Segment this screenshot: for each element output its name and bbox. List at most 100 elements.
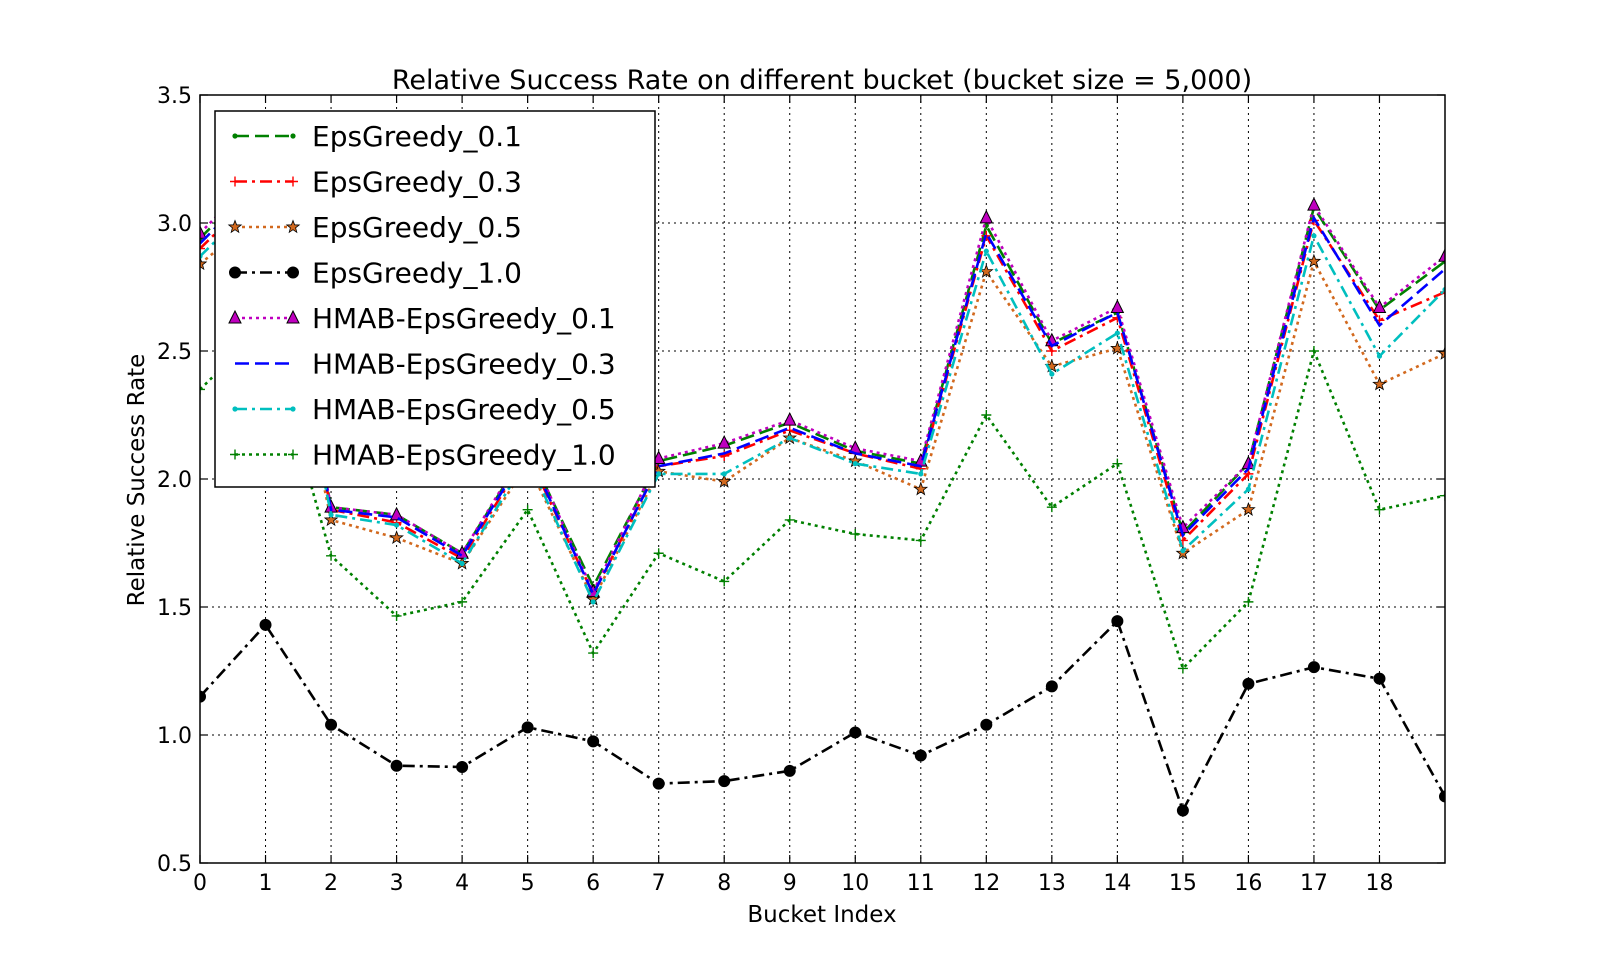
x-tick-label: 2 (324, 871, 338, 896)
data-point (1177, 663, 1188, 674)
data-point (325, 718, 338, 731)
legend-item: HMAB-EpsGreedy_0.1 (228, 302, 616, 335)
data-point (389, 530, 404, 545)
data-point (1241, 502, 1256, 516)
data-point (719, 576, 730, 587)
y-tick-label: 3.5 (157, 84, 192, 109)
data-point (1376, 353, 1383, 359)
legend-item: EpsGreedy_0.3 (230, 166, 522, 199)
data-point (1045, 680, 1058, 693)
data-point (1439, 790, 1445, 803)
y-axis-label: Relative Success Rate (124, 354, 150, 607)
legend-item: HMAB-EpsGreedy_0.5 (232, 393, 616, 426)
data-point (1111, 615, 1124, 628)
data-point (200, 256, 208, 271)
legend-marker (290, 133, 296, 139)
x-tick-label: 10 (841, 871, 869, 896)
legend-marker (229, 266, 241, 279)
legend-item: EpsGreedy_0.5 (227, 211, 522, 244)
series-layer (200, 158, 1445, 817)
legend-label: EpsGreedy_0.5 (312, 211, 522, 244)
data-point (652, 777, 665, 790)
data-point (590, 599, 596, 605)
data-point (1438, 248, 1445, 262)
y-tick-label: 1.5 (157, 596, 192, 621)
x-tick-label: 16 (1234, 871, 1262, 896)
data-point (1046, 502, 1057, 513)
data-point (459, 560, 465, 567)
legend-label: EpsGreedy_1.0 (312, 257, 522, 290)
data-point (200, 225, 207, 239)
data-point (849, 726, 862, 739)
series-line (200, 164, 1445, 595)
x-tick-label: 7 (652, 871, 666, 896)
x-tick-label: 18 (1365, 871, 1393, 896)
data-point (915, 535, 926, 546)
data-point (717, 435, 732, 449)
data-point (200, 243, 205, 254)
data-point (323, 512, 339, 527)
data-point (326, 550, 337, 561)
series-HMAB-EpsGreedy_0.5 (200, 189, 1445, 605)
data-point (1311, 233, 1317, 239)
data-point (1114, 330, 1120, 336)
data-point (716, 473, 732, 488)
data-point (1307, 661, 1320, 674)
data-point (588, 648, 599, 659)
legend-marker (232, 406, 238, 412)
data-point (850, 529, 861, 540)
x-tick-label: 4 (455, 871, 469, 896)
data-point (1049, 371, 1055, 377)
data-point (979, 209, 994, 224)
legend-label: HMAB-EpsGreedy_0.5 (312, 393, 616, 426)
legend-label: EpsGreedy_0.1 (312, 120, 522, 153)
data-point (1180, 548, 1186, 554)
legend-label: HMAB-EpsGreedy_0.3 (312, 348, 616, 381)
data-point (1373, 672, 1386, 685)
data-point (391, 610, 402, 621)
x-tick-label: 14 (1103, 871, 1131, 896)
data-point (914, 749, 927, 762)
data-point (656, 471, 662, 477)
y-tick-label: 3.0 (157, 212, 192, 237)
legend-marker (290, 406, 296, 412)
legend-label: HMAB-EpsGreedy_0.1 (312, 302, 616, 335)
series-line (200, 322, 1445, 671)
legend-marker (286, 309, 300, 324)
data-point (980, 718, 993, 731)
legend-marker (285, 219, 301, 234)
data-point (456, 761, 469, 773)
data-point (390, 759, 403, 772)
x-axis-label: Bucket Index (747, 902, 896, 928)
legend-marker (230, 449, 240, 460)
data-point (1306, 253, 1322, 268)
data-point (1374, 504, 1385, 515)
data-point (389, 506, 404, 521)
y-tick-label: 0.5 (157, 852, 192, 877)
data-point (1110, 299, 1125, 313)
series-EpsGreedy_1.0 (200, 615, 1445, 817)
data-point (457, 596, 468, 607)
data-point (1372, 299, 1387, 313)
legend-item: HMAB-EpsGreedy_0.3 (235, 348, 616, 381)
legend-marker (230, 176, 240, 187)
data-point (1112, 458, 1123, 469)
y-tick-label: 2.0 (157, 468, 192, 493)
data-point (918, 471, 924, 477)
legend-marker (287, 266, 299, 279)
data-point (718, 775, 731, 788)
data-point (1308, 346, 1319, 356)
legend-item: HMAB-EpsGreedy_1.0 (230, 439, 616, 472)
data-point (393, 522, 400, 528)
legend-marker (288, 176, 298, 187)
legend-item: EpsGreedy_0.1 (232, 120, 522, 153)
y-tick-label: 2.5 (157, 340, 192, 365)
series-line (200, 618, 1445, 814)
series-line (200, 174, 1445, 598)
data-point (784, 514, 795, 525)
x-tick-label: 12 (972, 871, 1000, 896)
data-point (1440, 490, 1445, 501)
data-point (783, 764, 796, 777)
legend-label: HMAB-EpsGreedy_1.0 (312, 439, 616, 472)
data-point (1307, 196, 1321, 211)
